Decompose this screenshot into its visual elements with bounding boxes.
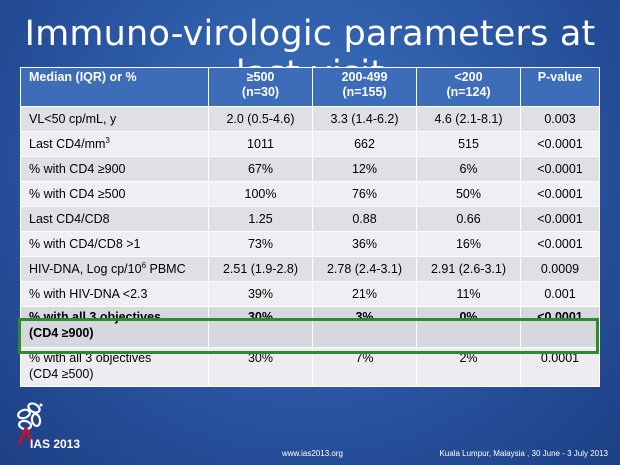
cell-group-500: 30% — [208, 306, 313, 348]
cell-group-500: 2.51 (1.9-2.8) — [208, 256, 313, 282]
cell-group-200-499: 36% — [312, 231, 417, 257]
footer-url: www.ias2013.org — [282, 449, 343, 458]
table-row: Last CD4/CD8 1.25 0.88 0.66 <0.0001 — [20, 206, 600, 232]
table-row: % with CD4/CD8 >1 73% 36% 16% <0.0001 — [20, 231, 600, 257]
row-label: % with all 3 objectives (CD4 ≥900) — [20, 306, 209, 348]
cell-group-below-200: 50% — [416, 181, 521, 207]
ias-ribbon-logo-icon — [17, 402, 43, 445]
cell-p-value: 0.001 — [520, 281, 600, 307]
header-median-iqr: Median (IQR) or % — [20, 67, 209, 107]
cell-group-200-499: 2.78 (2.4-3.1) — [312, 256, 417, 282]
header-group-200-499: 200-499 (n=155) — [312, 67, 417, 107]
cell-group-200-499: 21% — [312, 281, 417, 307]
table-row: % with CD4 ≥500 100% 76% 50% <0.0001 — [20, 181, 600, 207]
cell-group-below-200: 2.91 (2.6-3.1) — [416, 256, 521, 282]
table-row: % with CD4 ≥900 67% 12% 6% <0.0001 — [20, 156, 600, 182]
header-group-500: ≥500 (n=30) — [208, 67, 313, 107]
ias-logo-text: IAS 2013 — [30, 437, 81, 451]
table-row: HIV-DNA, Log cp/106 PBMC 2.51 (1.9-2.8) … — [20, 256, 600, 282]
table-row: % with HIV-DNA <2.3 39% 21% 11% 0.001 — [20, 281, 600, 307]
cell-p-value: 0.0001 — [520, 347, 600, 387]
cell-group-below-200: 11% — [416, 281, 521, 307]
cell-p-value: 0.003 — [520, 106, 600, 132]
row-label: HIV-DNA, Log cp/106 PBMC — [20, 256, 209, 282]
cell-group-200-499: 7% — [312, 347, 417, 387]
cell-p-value: <0.0001 — [520, 131, 600, 157]
header-p-value: P-value — [520, 67, 600, 107]
row-label: Last CD4/mm3 — [20, 131, 209, 157]
cell-group-200-499: 662 — [312, 131, 417, 157]
cell-p-value: <0.0001 — [520, 156, 600, 182]
cell-p-value: <0.0001 — [520, 231, 600, 257]
cell-group-below-200: 0.66 — [416, 206, 521, 232]
row-label: Last CD4/CD8 — [20, 206, 209, 232]
cell-group-200-499: 76% — [312, 181, 417, 207]
cell-group-500: 1011 — [208, 131, 313, 157]
cell-group-500: 67% — [208, 156, 313, 182]
cell-group-200-499: 3% — [312, 306, 417, 348]
cell-group-500: 30% — [208, 347, 313, 387]
row-label: % with HIV-DNA <2.3 — [20, 281, 209, 307]
cell-group-500: 100% — [208, 181, 313, 207]
cell-group-below-200: 2% — [416, 347, 521, 387]
row-label: VL<50 cp/mL, y — [20, 106, 209, 132]
row-label: % with all 3 objectives (CD4 ≥500) — [20, 347, 209, 387]
cell-p-value: <0.0001 — [520, 181, 600, 207]
cell-group-below-200: 6% — [416, 156, 521, 182]
objectives-row-cd4-900: % with all 3 objectives (CD4 ≥900) 30% 3%… — [20, 306, 600, 348]
cell-group-500: 39% — [208, 281, 313, 307]
cell-p-value: <0.0001 — [520, 306, 600, 348]
cell-group-500: 1.25 — [208, 206, 313, 232]
objectives-row-cd4-500: % with all 3 objectives (CD4 ≥500) 30% 7%… — [20, 347, 600, 387]
table-header-row: Median (IQR) or % ≥500 (n=30) 200-499 (n=1… — [20, 67, 600, 107]
cell-group-200-499: 3.3 (1.4-6.2) — [312, 106, 417, 132]
cell-group-500: 73% — [208, 231, 313, 257]
cell-p-value: <0.0001 — [520, 206, 600, 232]
cell-group-500: 2.0 (0.5-4.6) — [208, 106, 313, 132]
header-group-below-200: <200 (n=124) — [416, 67, 521, 107]
cell-group-below-200: 16% — [416, 231, 521, 257]
row-label: % with CD4 ≥900 — [20, 156, 209, 182]
row-label: % with CD4 ≥500 — [20, 181, 209, 207]
cell-group-below-200: 0% — [416, 306, 521, 348]
cell-p-value: 0.0009 — [520, 256, 600, 282]
cell-group-200-499: 12% — [312, 156, 417, 182]
cell-group-200-499: 0.88 — [312, 206, 417, 232]
row-label: % with CD4/CD8 >1 — [20, 231, 209, 257]
table-row: VL<50 cp/mL, y 2.0 (0.5-4.6) 3.3 (1.4-6.… — [20, 106, 600, 132]
parameters-table: Median (IQR) or % ≥500 (n=30) 200-499 (n=1… — [20, 67, 600, 387]
cell-group-below-200: 515 — [416, 131, 521, 157]
footer-location: Kuala Lumpur, Malaysia , 30 June - 3 Jul… — [439, 449, 608, 458]
table-row: Last CD4/mm3 1011 662 515 <0.0001 — [20, 131, 600, 157]
cell-group-below-200: 4.6 (2.1-8.1) — [416, 106, 521, 132]
